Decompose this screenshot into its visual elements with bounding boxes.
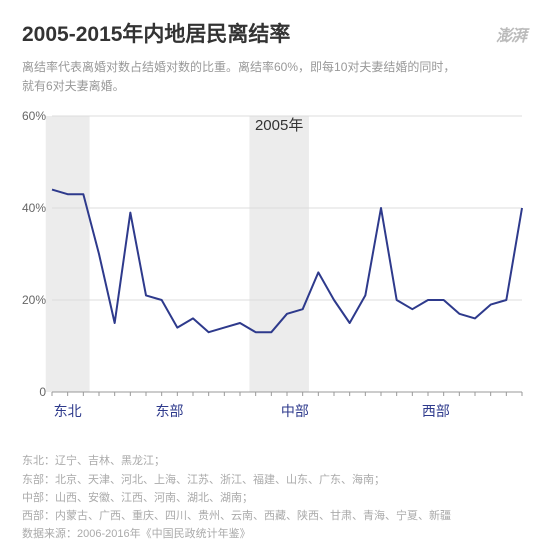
chart-area: 0 20% 40% 60% 2005年东北 东部 中部 西部: [22, 108, 528, 438]
footnote-line: 东北：辽宁、吉林、黑龙江；: [22, 452, 528, 470]
y-tick-label: 0: [39, 385, 46, 399]
region-label: 东北: [54, 403, 82, 419]
region-label: 中部: [281, 403, 309, 419]
footnote-line: 中部：山西、安徽、江西、河南、湖北、湖南；: [22, 489, 528, 507]
y-tick-label: 20%: [22, 293, 46, 307]
footnote-line: 数据来源：2006-2016年《中国民政统计年鉴》: [22, 525, 528, 543]
footnote-text: 数据来源：2006-2016年《中国民政统计年鉴》: [22, 528, 251, 540]
chart-container: 澎湃 2005-2015年内地居民离结率 离结率代表离婚对数占结婚对数的比重。离…: [0, 0, 550, 550]
footnote-text: 辽宁、吉林、黑龙江；: [55, 455, 165, 467]
line-chart-svg: 0 20% 40% 60% 2005年东北 东部 中部 西部: [22, 108, 528, 438]
region-band: [46, 116, 90, 392]
chart-title: 2005-2015年内地居民离结率: [22, 18, 528, 48]
region-band: [249, 116, 309, 392]
footnote-label: 东部：: [22, 474, 55, 486]
region-label: 东部: [156, 403, 184, 419]
chart-subtitle: 离结率代表离婚对数占结婚对数的比重。离结率60%，即每10对夫妻结婚的同时， 就…: [22, 58, 528, 96]
footnote-label: 中部：: [22, 492, 55, 504]
region-label: 西部: [422, 403, 450, 419]
year-label: 2005年: [255, 117, 303, 134]
footnote-text: 内蒙古、广西、重庆、四川、贵州、云南、西藏、陕西、甘肃、青海、宁夏、新疆: [55, 510, 451, 522]
footnotes: 东北：辽宁、吉林、黑龙江；东部：北京、天津、河北、上海、江苏、浙江、福建、山东、…: [22, 452, 528, 543]
subtitle-line1: 离结率代表离婚对数占结婚对数的比重。离结率60%，即每10对夫妻结婚的同时，: [22, 60, 455, 74]
source-logo: 澎湃: [496, 22, 526, 46]
footnote-label: 西部：: [22, 510, 55, 522]
y-tick-label: 40%: [22, 201, 46, 215]
y-tick-label: 60%: [22, 109, 46, 123]
footnote-text: 北京、天津、河北、上海、江苏、浙江、福建、山东、广东、海南；: [55, 474, 385, 486]
footnote-line: 东部：北京、天津、河北、上海、江苏、浙江、福建、山东、广东、海南；: [22, 471, 528, 489]
footnote-text: 山西、安徽、江西、河南、湖北、湖南；: [55, 492, 253, 504]
footnote-label: 东北：: [22, 455, 55, 467]
footnote-line: 西部：内蒙古、广西、重庆、四川、贵州、云南、西藏、陕西、甘肃、青海、宁夏、新疆: [22, 507, 528, 525]
subtitle-line2: 就有6对夫妻离婚。: [22, 79, 125, 93]
